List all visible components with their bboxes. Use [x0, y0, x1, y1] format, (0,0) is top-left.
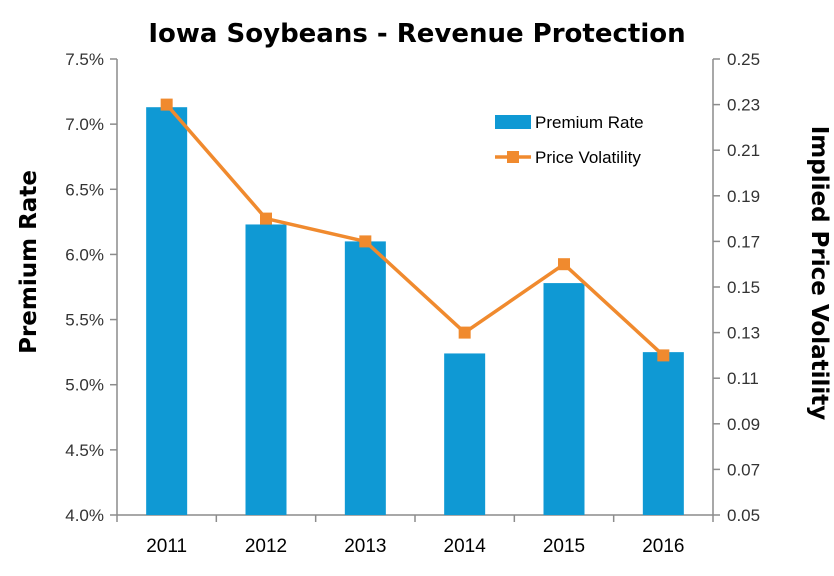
chart-title: Iowa Soybeans - Revenue Protection [148, 19, 685, 49]
plot-area: 4.0% 4.5% 5.0% 5.5% 6.0% 6.5% 7.0% 7.5% 0.05 0.07… [65, 50, 760, 557]
x-tick-label: 2015 [543, 536, 585, 557]
y2-tick-label: 0.15 [727, 278, 760, 297]
marker-price-volatility [558, 258, 570, 271]
x-tick-label: 2016 [642, 536, 684, 557]
x-tick-label: 2014 [444, 536, 487, 557]
y2-tick-label: 0.19 [727, 187, 760, 206]
marker-price-volatility [260, 212, 272, 225]
y-tick-label: 6.0% [65, 245, 104, 264]
marker-price-volatility [657, 349, 670, 362]
x-tick-label: 2013 [344, 536, 386, 557]
y-tick-label: 4.0% [65, 506, 104, 525]
bar-premium-rate [444, 353, 486, 515]
marker-price-volatility [160, 98, 173, 111]
marker-price-volatility [458, 326, 471, 339]
y2-tick-label: 0.07 [727, 460, 760, 479]
y-tick-label: 7.0% [65, 115, 104, 134]
bar-premium-rate [245, 224, 287, 515]
marker-price-volatility [359, 235, 372, 248]
bar-premium-rate [543, 283, 585, 515]
bar-premium-rate [642, 352, 684, 515]
y2-tick-label: 0.21 [727, 141, 760, 160]
bar-premium-rate [146, 107, 188, 515]
y-tick-label: 4.5% [65, 441, 104, 460]
legend-swatch-premium-rate [495, 115, 531, 129]
y-tick-label: 5.0% [65, 376, 104, 395]
y2-tick-label: 0.11 [727, 369, 759, 388]
y2-tick-label: 0.05 [727, 506, 760, 525]
x-tick-label: 2011 [146, 536, 187, 557]
line-price-volatility [165, 103, 665, 357]
y-axis-title: Premium Rate [16, 170, 42, 354]
y2-tick-label: 0.13 [727, 324, 760, 343]
y2-tick-label: 0.23 [727, 96, 760, 115]
legend-marker-price-volatility [507, 151, 519, 163]
legend-label-premium-rate: Premium Rate [535, 113, 644, 132]
y-tick-label: 5.5% [65, 311, 104, 330]
y2-axis-title: Implied Price Volatility [806, 126, 832, 421]
y-tick-label: 6.5% [65, 180, 104, 199]
y2-tick-label: 0.09 [727, 415, 760, 434]
y2-tick-label: 0.25 [727, 50, 760, 69]
y2-tick-label: 0.17 [727, 232, 760, 251]
bar-premium-rate [344, 241, 386, 515]
y-tick-label: 7.5% [65, 50, 104, 69]
x-tick-label: 2012 [245, 536, 287, 557]
legend-label-price-volatility: Price Volatility [535, 148, 641, 167]
